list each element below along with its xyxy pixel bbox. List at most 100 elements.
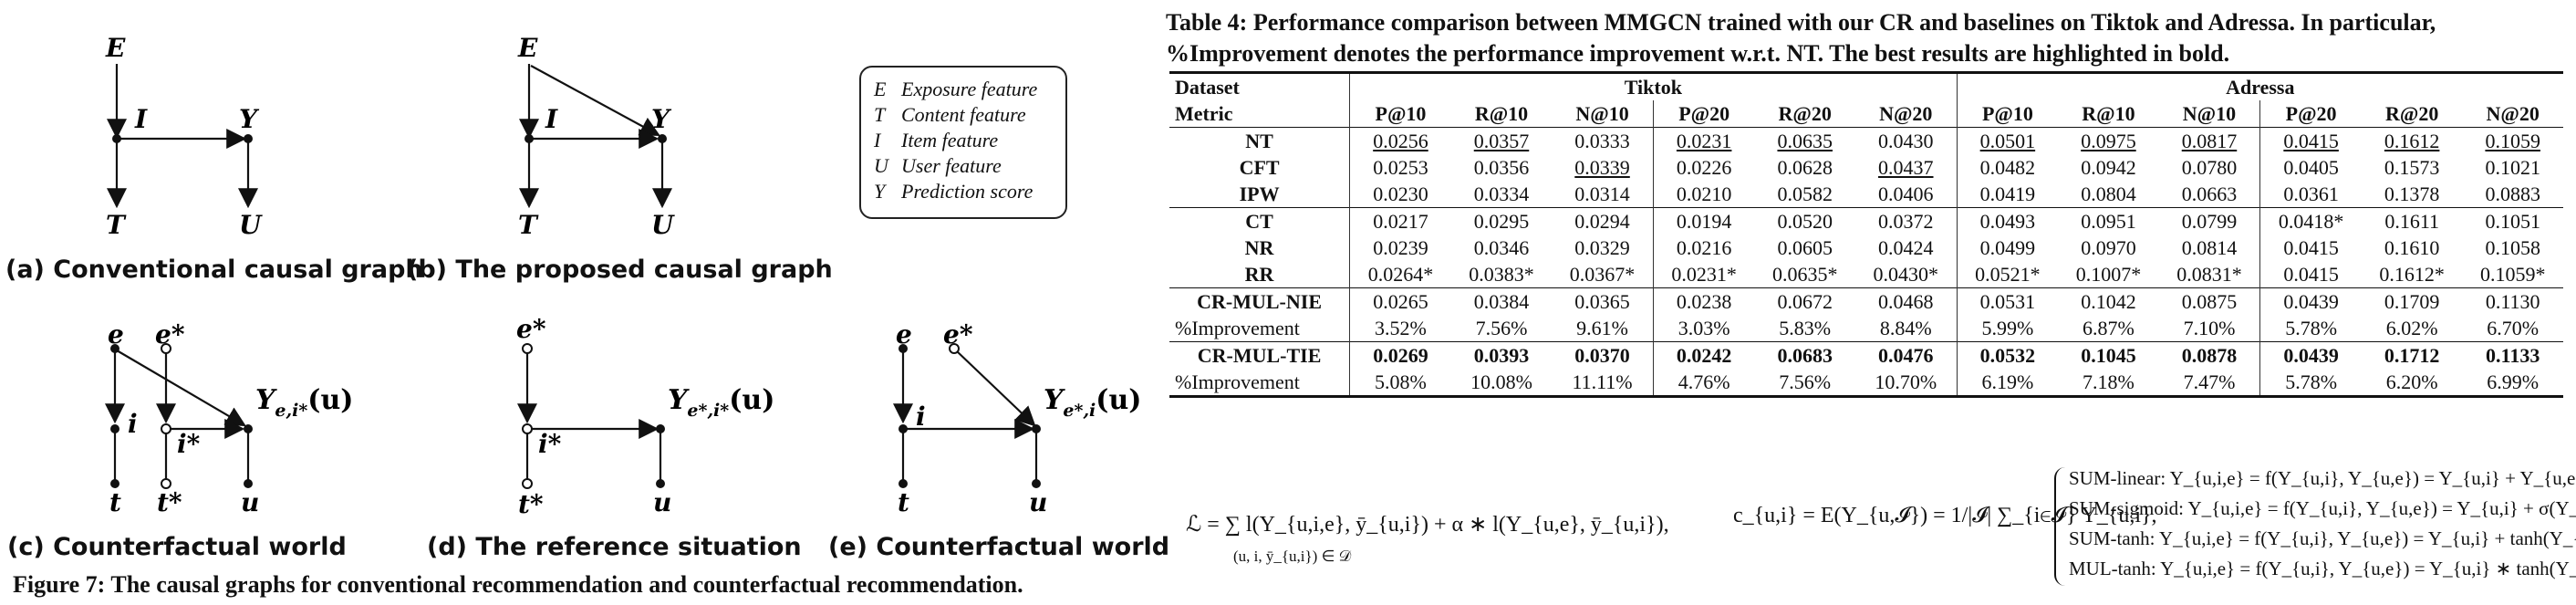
node-T-b: T <box>518 210 539 240</box>
table-cell: 5.08% <box>1349 369 1451 397</box>
table-cell: 0.0361 <box>2259 181 2362 208</box>
table-cell: 0.1610 <box>2384 235 2440 259</box>
row-label: %Improvement <box>1175 370 1300 393</box>
table-cell: 0.1059* <box>2479 262 2546 286</box>
table-cell: 0.0531 <box>1956 287 2059 315</box>
table-cell: 0.0339 <box>1574 155 1630 179</box>
table-cell: 0.1378 <box>2384 182 2440 205</box>
table-cell: 0.0294 <box>1574 209 1630 233</box>
table-cell: 10.70% <box>1875 370 1937 393</box>
table-cell: 0.0217 <box>1349 207 1451 235</box>
table-cell: 0.0430* <box>1873 262 1939 286</box>
node-i-e: i <box>916 402 926 432</box>
table-cell: 0.0418* <box>2259 207 2362 235</box>
output-label-d: Ye*,i*(u) <box>668 384 774 421</box>
node-e-c: e <box>108 319 124 349</box>
table-cell: 0.0393 <box>1473 343 1530 367</box>
table-cell: 0.0365 <box>1574 289 1630 313</box>
row-label: CFT <box>1239 155 1280 179</box>
adressa-header: Adressa <box>1956 72 2563 100</box>
node-istar-d: i* <box>538 429 562 459</box>
table-cell: 4.76% <box>1652 369 1755 397</box>
table-cell: 0.0295 <box>1473 209 1530 233</box>
table-cell: 7.47% <box>2183 370 2236 393</box>
table-cell: 0.1007* <box>2075 262 2142 286</box>
table-cell: 0.0216 <box>1652 235 1755 261</box>
table-cell: 0.0334 <box>1473 182 1530 205</box>
table-cell: 0.1573 <box>2384 155 2440 179</box>
node-e-e: e <box>896 319 912 349</box>
row-label: CR-MUL-NIE <box>1197 289 1323 313</box>
table-cell: 0.0942 <box>2081 155 2136 179</box>
table-caption: Table 4: Performance comparison between … <box>1166 9 2436 67</box>
node-E-a: E <box>105 33 126 63</box>
node-tstar-d: t* <box>518 489 544 519</box>
row-label: CT <box>1245 209 1273 233</box>
table-cell: 0.0582 <box>1777 182 1833 205</box>
table-cell: 0.0231* <box>1652 261 1755 288</box>
table-cell: 7.56% <box>1475 316 1528 339</box>
node-u-e: u <box>1029 487 1047 517</box>
table-cell: 11.11% <box>1572 370 1633 393</box>
table-cell: 5.78% <box>2259 369 2362 397</box>
table-cell: 0.0253 <box>1349 154 1451 181</box>
subcaption-d: (d) The reference situation <box>427 533 802 561</box>
metric-col-header: R@10 <box>1474 101 1529 125</box>
node-Y-b: Y <box>651 104 672 134</box>
node-tstar-c: t* <box>157 487 182 517</box>
table-cell: 0.0419 <box>1956 181 2059 208</box>
table-cell: 10.08% <box>1470 370 1532 393</box>
output-label-e: Ye*,i(u) <box>1044 384 1141 421</box>
table-cell: 0.1709 <box>2384 289 2440 313</box>
table-cell: 0.0231 <box>1652 127 1755 154</box>
node-U-a: U <box>239 210 263 240</box>
table-cell: 0.1130 <box>2485 289 2540 313</box>
table-cell: 0.0194 <box>1652 207 1755 235</box>
table-cell: 0.0384 <box>1473 289 1530 313</box>
node-u-d: u <box>653 487 671 517</box>
table-cell: 5.83% <box>1779 316 1832 339</box>
case-mul-tanh: MUL-tanh: Y_{u,i,e} = f(Y_{u,i}, Y_{u,e}… <box>2069 558 2576 579</box>
table-cell: 0.0672 <box>1777 289 1833 313</box>
metric-col-header: R@20 <box>1778 101 1832 125</box>
table-cell: 0.0878 <box>2181 343 2238 367</box>
metric-col-header: N@20 <box>2486 101 2540 125</box>
table-cell: 0.0663 <box>2181 182 2238 205</box>
table-row: CT 0.0217 0.0295 0.0294 0.0194 0.0520 0.0372 0.… <box>1169 207 2563 235</box>
legend-row-item: I Item feature <box>874 129 999 151</box>
case-sum-sigmoid: SUM-sigmoid: Y_{u,i,e} = f(Y_{u,i}, Y_{u… <box>2069 497 2576 519</box>
table-cell: 0.0238 <box>1652 287 1755 315</box>
table-cell: 6.19% <box>1956 369 2059 397</box>
tiktok-header: Tiktok <box>1349 72 1958 100</box>
table-cell: 0.0346 <box>1473 235 1530 259</box>
table-cell: 0.0482 <box>1956 154 2059 181</box>
table-cell: 0.0256 <box>1349 127 1451 154</box>
table-cell: 0.1042 <box>2081 289 2136 313</box>
table-row: CFT 0.0253 0.0356 0.0339 0.0226 0.0628 0.0437 0… <box>1169 154 2563 181</box>
table-cell: 0.0405 <box>2259 154 2362 181</box>
table-cell: 7.10% <box>2183 316 2236 339</box>
legend-row-prediction: Y Prediction score <box>874 180 1034 203</box>
legend-row-exposure: E Exposure feature <box>874 78 1038 100</box>
table-cell: 0.0875 <box>2181 289 2238 313</box>
table-cell: 0.1051 <box>2485 209 2540 233</box>
table-cell: 0.0532 <box>1956 341 2059 369</box>
table-cell: 0.0817 <box>2181 129 2238 152</box>
table-cell: 0.1021 <box>2485 155 2540 179</box>
table-cell: 0.1612 <box>2384 129 2440 152</box>
node-I-a: I <box>134 104 148 134</box>
table-cell: 0.0468 <box>1878 289 1934 313</box>
table-cell: 0.0883 <box>2485 182 2540 205</box>
metric-col-header: R@20 <box>2384 101 2439 125</box>
table-row: RR 0.0264* 0.0383* 0.0367* 0.0231* 0.0635* 0.0… <box>1169 261 2563 288</box>
table-row: CR-MUL-NIE 0.0265 0.0384 0.0365 0.0238 0.0672… <box>1169 287 2563 315</box>
table-row: NR 0.0239 0.0346 0.0329 0.0216 0.0605 0.0424 0.… <box>1169 235 2563 261</box>
table-row: %Improvement 5.08% 10.08% 11.11% 4.76% 7.56% 1… <box>1169 369 2563 397</box>
table-cell: 0.0372 <box>1878 209 1934 233</box>
legend-row-user: U User feature <box>874 154 1002 177</box>
table-row: CR-MUL-TIE 0.0269 0.0393 0.0370 0.0242 0.0683… <box>1169 341 2563 369</box>
cases-brace <box>2054 467 2069 586</box>
table-cell: 0.0951 <box>2081 209 2136 233</box>
causal-graphs-figure: E T I Y U E T I Y U e e* i i* t t* u e* … <box>105 33 1141 519</box>
table-cell: 0.1058 <box>2485 235 2540 259</box>
